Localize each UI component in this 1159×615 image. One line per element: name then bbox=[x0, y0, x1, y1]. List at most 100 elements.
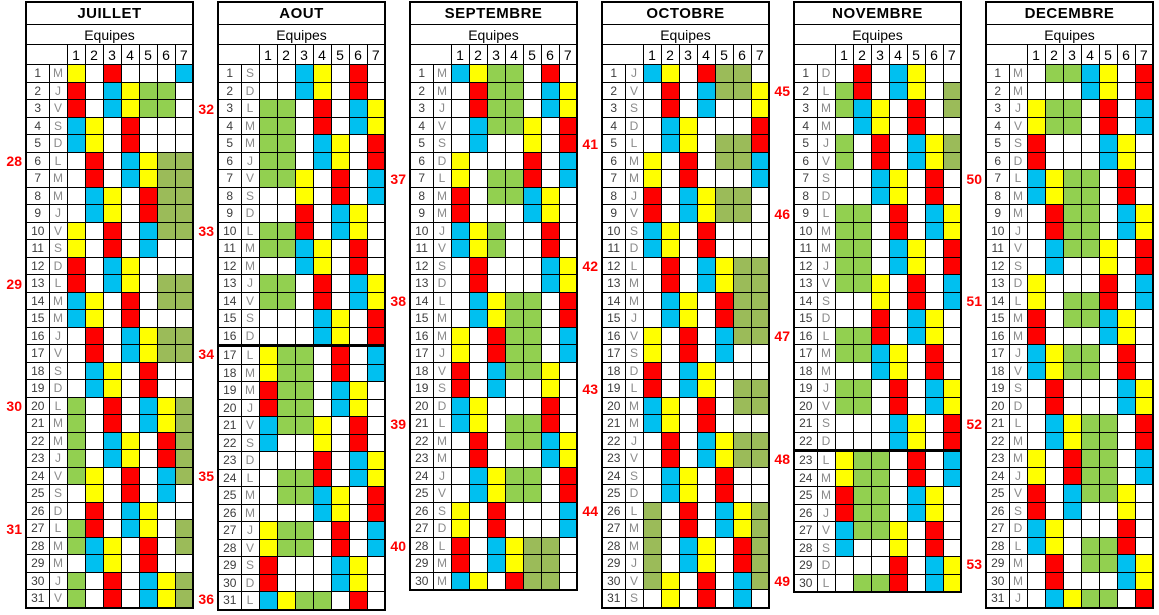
shift-cell[interactable] bbox=[750, 589, 770, 608]
shift-cell[interactable] bbox=[540, 484, 560, 503]
shift-cell[interactable] bbox=[450, 291, 470, 310]
shift-cell[interactable] bbox=[294, 291, 314, 310]
shift-cell[interactable] bbox=[696, 466, 716, 485]
shift-cell[interactable] bbox=[1134, 309, 1154, 328]
shift-cell[interactable] bbox=[258, 274, 278, 293]
shift-cell[interactable] bbox=[852, 169, 872, 188]
shift-cell[interactable] bbox=[834, 573, 854, 593]
shift-cell[interactable] bbox=[1098, 466, 1118, 485]
shift-cell[interactable] bbox=[366, 64, 386, 83]
shift-cell[interactable] bbox=[870, 326, 890, 345]
shift-cell[interactable] bbox=[348, 591, 368, 610]
shift-cell[interactable] bbox=[120, 309, 140, 328]
shift-cell[interactable] bbox=[1026, 291, 1046, 310]
shift-cell[interactable] bbox=[1134, 571, 1154, 590]
shift-cell[interactable] bbox=[870, 99, 890, 118]
shift-cell[interactable] bbox=[558, 186, 578, 205]
shift-cell[interactable] bbox=[486, 361, 506, 380]
shift-cell[interactable] bbox=[1134, 361, 1154, 380]
shift-cell[interactable] bbox=[174, 256, 194, 275]
shift-cell[interactable] bbox=[102, 396, 122, 415]
shift-cell[interactable] bbox=[174, 396, 194, 415]
shift-cell[interactable] bbox=[1080, 589, 1100, 608]
shift-cell[interactable] bbox=[714, 501, 734, 520]
shift-cell[interactable] bbox=[540, 571, 560, 591]
shift-cell[interactable] bbox=[1080, 239, 1100, 258]
shift-cell[interactable] bbox=[1080, 361, 1100, 380]
shift-cell[interactable] bbox=[156, 151, 176, 170]
shift-cell[interactable] bbox=[852, 361, 872, 380]
shift-cell[interactable] bbox=[120, 291, 140, 310]
shift-cell[interactable] bbox=[906, 450, 926, 470]
shift-cell[interactable] bbox=[696, 519, 716, 538]
shift-cell[interactable] bbox=[924, 309, 944, 328]
shift-cell[interactable] bbox=[1134, 501, 1154, 520]
shift-cell[interactable] bbox=[714, 431, 734, 450]
shift-cell[interactable] bbox=[642, 536, 662, 555]
shift-cell[interactable] bbox=[834, 379, 854, 398]
shift-cell[interactable] bbox=[642, 361, 662, 380]
shift-cell[interactable] bbox=[486, 554, 506, 573]
shift-cell[interactable] bbox=[84, 221, 104, 240]
shift-cell[interactable] bbox=[1026, 589, 1046, 608]
shift-cell[interactable] bbox=[66, 186, 86, 205]
shift-cell[interactable] bbox=[678, 379, 698, 398]
shift-cell[interactable] bbox=[942, 204, 962, 223]
shift-cell[interactable] bbox=[366, 309, 386, 328]
shift-cell[interactable] bbox=[450, 501, 470, 520]
shift-cell[interactable] bbox=[120, 134, 140, 153]
shift-cell[interactable] bbox=[924, 538, 944, 557]
shift-cell[interactable] bbox=[450, 554, 470, 573]
shift-cell[interactable] bbox=[102, 344, 122, 363]
shift-cell[interactable] bbox=[1116, 484, 1136, 503]
shift-cell[interactable] bbox=[468, 291, 488, 310]
shift-cell[interactable] bbox=[714, 379, 734, 398]
shift-cell[interactable] bbox=[1044, 379, 1064, 398]
shift-cell[interactable] bbox=[1026, 116, 1046, 135]
shift-cell[interactable] bbox=[942, 64, 962, 83]
shift-cell[interactable] bbox=[330, 151, 350, 170]
shift-cell[interactable] bbox=[540, 99, 560, 118]
shift-cell[interactable] bbox=[924, 431, 944, 452]
shift-cell[interactable] bbox=[312, 134, 332, 153]
shift-cell[interactable] bbox=[66, 204, 86, 223]
shift-cell[interactable] bbox=[1134, 81, 1154, 100]
shift-cell[interactable] bbox=[468, 116, 488, 135]
shift-cell[interactable] bbox=[276, 291, 296, 310]
shift-cell[interactable] bbox=[696, 501, 716, 520]
shift-cell[interactable] bbox=[750, 99, 770, 118]
shift-cell[interactable] bbox=[504, 344, 524, 363]
shift-cell[interactable] bbox=[924, 468, 944, 487]
shift-cell[interactable] bbox=[1134, 326, 1154, 345]
shift-cell[interactable] bbox=[714, 536, 734, 555]
shift-cell[interactable] bbox=[1080, 414, 1100, 433]
shift-cell[interactable] bbox=[84, 169, 104, 188]
shift-cell[interactable] bbox=[1116, 204, 1136, 223]
shift-cell[interactable] bbox=[1134, 554, 1154, 573]
shift-cell[interactable] bbox=[942, 361, 962, 380]
shift-cell[interactable] bbox=[732, 414, 752, 433]
shift-cell[interactable] bbox=[870, 538, 890, 557]
shift-cell[interactable] bbox=[366, 204, 386, 223]
shift-cell[interactable] bbox=[138, 414, 158, 433]
shift-cell[interactable] bbox=[678, 589, 698, 608]
shift-cell[interactable] bbox=[1098, 589, 1118, 608]
shift-cell[interactable] bbox=[486, 186, 506, 205]
shift-cell[interactable] bbox=[504, 571, 524, 591]
shift-cell[interactable] bbox=[870, 503, 890, 522]
shift-cell[interactable] bbox=[732, 554, 752, 573]
shift-cell[interactable] bbox=[450, 204, 470, 223]
shift-cell[interactable] bbox=[486, 291, 506, 310]
shift-cell[interactable] bbox=[468, 256, 488, 275]
shift-cell[interactable] bbox=[174, 449, 194, 468]
shift-cell[interactable] bbox=[678, 554, 698, 573]
shift-cell[interactable] bbox=[906, 344, 926, 363]
shift-cell[interactable] bbox=[852, 538, 872, 557]
shift-cell[interactable] bbox=[1098, 344, 1118, 363]
shift-cell[interactable] bbox=[174, 204, 194, 223]
shift-cell[interactable] bbox=[66, 81, 86, 100]
shift-cell[interactable] bbox=[294, 486, 314, 505]
shift-cell[interactable] bbox=[540, 239, 560, 258]
shift-cell[interactable] bbox=[834, 556, 854, 575]
shift-cell[interactable] bbox=[522, 449, 542, 468]
